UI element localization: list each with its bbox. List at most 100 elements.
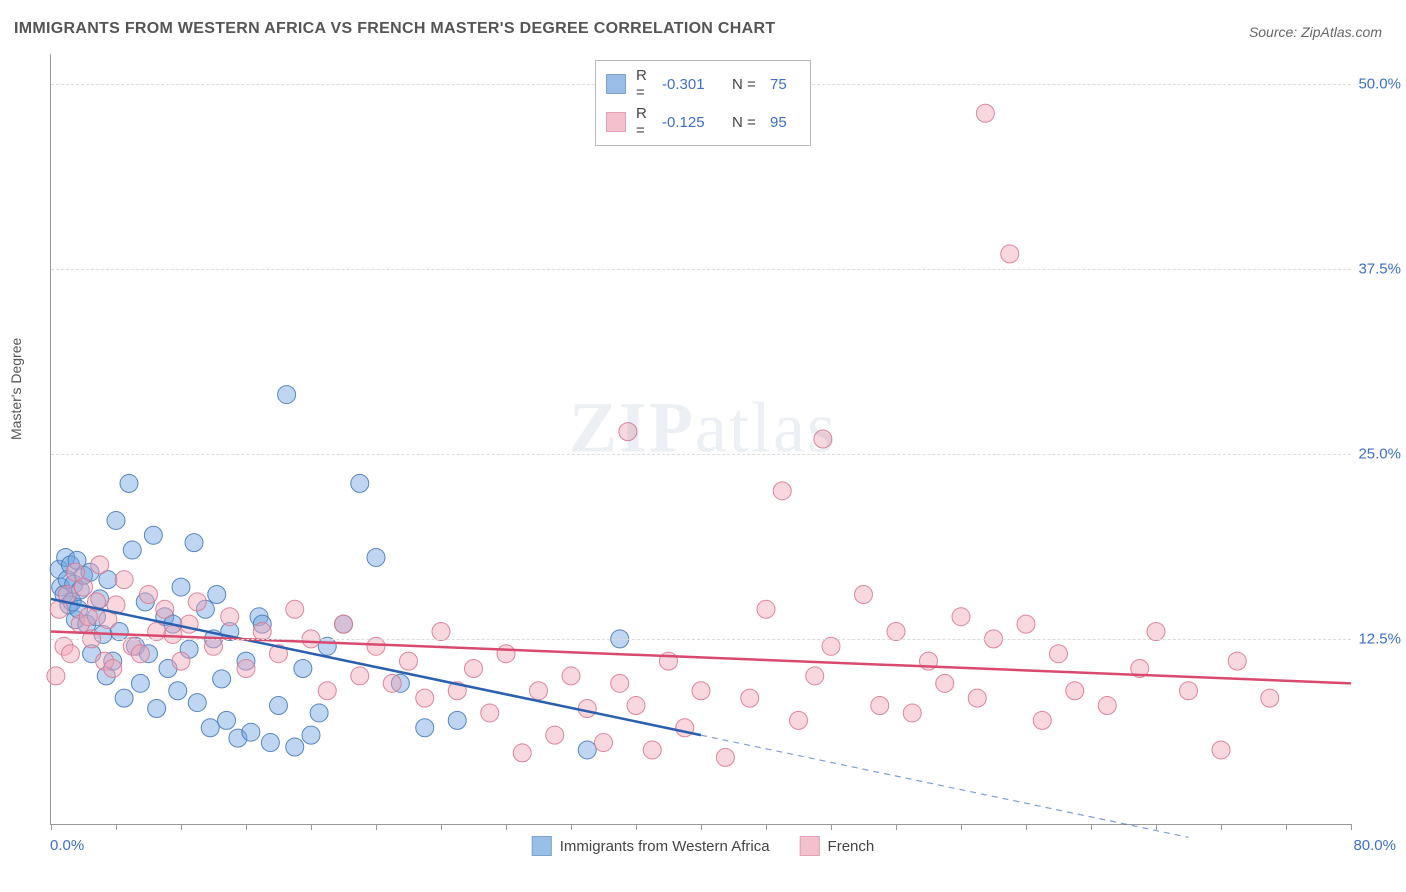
x-tick xyxy=(831,824,832,830)
scatter-point xyxy=(497,645,515,663)
x-tick xyxy=(1221,824,1222,830)
scatter-point xyxy=(513,744,531,762)
scatter-point xyxy=(115,689,133,707)
x-tick xyxy=(896,824,897,830)
scatter-point xyxy=(773,482,791,500)
x-tick xyxy=(506,824,507,830)
scatter-point xyxy=(481,704,499,722)
scatter-point xyxy=(1001,245,1019,263)
scatter-point xyxy=(1147,623,1165,641)
scatter-point xyxy=(716,748,734,766)
x-tick xyxy=(701,824,702,830)
x-tick xyxy=(1156,824,1157,830)
n-label: N = xyxy=(732,114,760,131)
scatter-point xyxy=(546,726,564,744)
scatter-point xyxy=(416,719,434,737)
scatter-point xyxy=(562,667,580,685)
n-value: 95 xyxy=(770,114,800,131)
x-tick xyxy=(766,824,767,830)
scatter-point xyxy=(903,704,921,722)
scatter-point xyxy=(278,386,296,404)
scatter-point xyxy=(107,511,125,529)
scatter-point xyxy=(1033,711,1051,729)
scatter-point xyxy=(465,660,483,678)
r-label: R = xyxy=(636,67,652,101)
x-tick xyxy=(961,824,962,830)
scatter-point xyxy=(47,667,65,685)
gridline xyxy=(51,639,1351,640)
scatter-point xyxy=(619,423,637,441)
scatter-point xyxy=(201,719,219,737)
x-tick xyxy=(181,824,182,830)
scatter-point xyxy=(172,578,190,596)
scatter-point xyxy=(643,741,661,759)
series-legend: Immigrants from Western AfricaFrench xyxy=(532,836,874,856)
scatter-point xyxy=(1180,682,1198,700)
scatter-point xyxy=(855,585,873,603)
scatter-point xyxy=(887,623,905,641)
legend-swatch xyxy=(606,112,626,132)
r-label: R = xyxy=(636,105,652,139)
scatter-point xyxy=(318,682,336,700)
scatter-point xyxy=(261,734,279,752)
scatter-point xyxy=(578,741,596,759)
scatter-point xyxy=(595,734,613,752)
scatter-point xyxy=(757,600,775,618)
scatter-point xyxy=(1017,615,1035,633)
scatter-point xyxy=(270,697,288,715)
scatter-point xyxy=(172,652,190,670)
x-tick xyxy=(636,824,637,830)
gridline xyxy=(51,454,1351,455)
scatter-point xyxy=(1212,741,1230,759)
scatter-point xyxy=(131,674,149,692)
scatter-point xyxy=(205,637,223,655)
x-tick xyxy=(246,824,247,830)
scatter-point xyxy=(188,694,206,712)
scatter-point xyxy=(91,556,109,574)
scatter-point xyxy=(131,645,149,663)
scatter-point xyxy=(1066,682,1084,700)
x-tick xyxy=(1091,824,1092,830)
scatter-point xyxy=(221,608,239,626)
legend-item: French xyxy=(800,836,875,856)
source-name: ZipAtlas.com xyxy=(1301,24,1382,40)
x-tick xyxy=(1286,824,1287,830)
x-tick xyxy=(571,824,572,830)
scatter-point xyxy=(627,697,645,715)
scatter-point xyxy=(120,474,138,492)
scatter-point xyxy=(968,689,986,707)
scatter-point xyxy=(218,711,236,729)
scatter-point xyxy=(115,571,133,589)
scatter-point xyxy=(1098,697,1116,715)
n-label: N = xyxy=(732,76,760,93)
scatter-point xyxy=(936,674,954,692)
scatter-point xyxy=(383,674,401,692)
scatter-point xyxy=(237,660,255,678)
scatter-point xyxy=(741,689,759,707)
x-tick xyxy=(51,824,52,830)
r-value: -0.125 xyxy=(662,114,722,131)
x-tick-min: 0.0% xyxy=(50,837,84,854)
plot-area: 12.5%25.0%37.5%50.0% xyxy=(50,54,1351,825)
x-tick-marks xyxy=(51,824,1351,830)
regression-line-extrapolation xyxy=(701,735,1189,837)
legend-label: French xyxy=(828,838,875,855)
scatter-point xyxy=(242,723,260,741)
scatter-point xyxy=(692,682,710,700)
scatter-point xyxy=(822,637,840,655)
scatter-point xyxy=(976,104,994,122)
gridline xyxy=(51,269,1351,270)
scatter-point xyxy=(952,608,970,626)
scatter-point xyxy=(188,593,206,611)
x-tick xyxy=(376,824,377,830)
scatter-point xyxy=(432,623,450,641)
scatter-point xyxy=(530,682,548,700)
scatter-point xyxy=(871,697,889,715)
scatter-point xyxy=(351,667,369,685)
scatter-point xyxy=(164,625,182,643)
scatter-point xyxy=(144,526,162,544)
scatter-point xyxy=(448,711,466,729)
scatter-point xyxy=(400,652,418,670)
legend-swatch xyxy=(606,74,626,94)
scatter-point xyxy=(286,600,304,618)
